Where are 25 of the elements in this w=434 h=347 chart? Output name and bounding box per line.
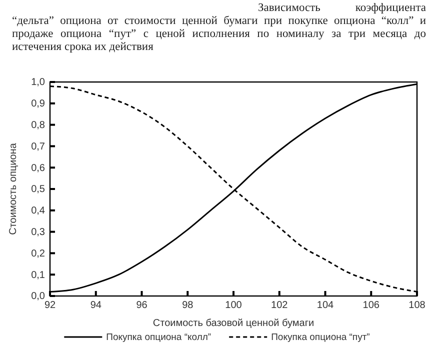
y-tick-label: 0,2 — [31, 248, 46, 260]
y-tick-label: 0,4 — [31, 206, 46, 217]
legend-label: Покупка опциона “колл” — [106, 332, 212, 343]
x-tick-label: 94 — [90, 300, 102, 312]
y-tick-label: 0,5 — [31, 184, 46, 196]
y-tick-label: 0,1 — [31, 270, 46, 281]
x-tick-label: 96 — [136, 300, 148, 312]
y-tick-label: 0,6 — [31, 162, 46, 174]
x-tick-label: 106 — [362, 300, 380, 312]
y-axis-title: Стоимость опциона — [8, 142, 19, 235]
legend-label: Покупка опциона “пут” — [271, 332, 370, 343]
y-tick-label: 1,0 — [31, 77, 46, 88]
x-tick-label: 108 — [408, 300, 426, 312]
y-tick-label: 0,9 — [31, 98, 46, 110]
y-tick-label: 0,3 — [31, 227, 46, 238]
x-tick-label: 92 — [44, 300, 56, 312]
x-tick-label: 104 — [316, 300, 334, 312]
x-axis-title: Стоимость базовой ценной бумаги — [152, 318, 314, 329]
chart-title: Зависимость коэффициента “дельта” опциона от стоимости ценной бумаги при покупке опциона “колл” и продаже опциона “пут” с ценой исполнения по номиналу за три месяца до истечения срока их действия — [12, 2, 426, 54]
x-tick-label: 100 — [225, 300, 242, 312]
x-tick-label: 102 — [271, 300, 288, 312]
y-tick-label: 0,7 — [31, 141, 46, 152]
x-tick-label: 98 — [182, 300, 194, 312]
y-tick-label: 0,8 — [31, 120, 46, 131]
y-tick-label: 0,0 — [31, 291, 46, 302]
